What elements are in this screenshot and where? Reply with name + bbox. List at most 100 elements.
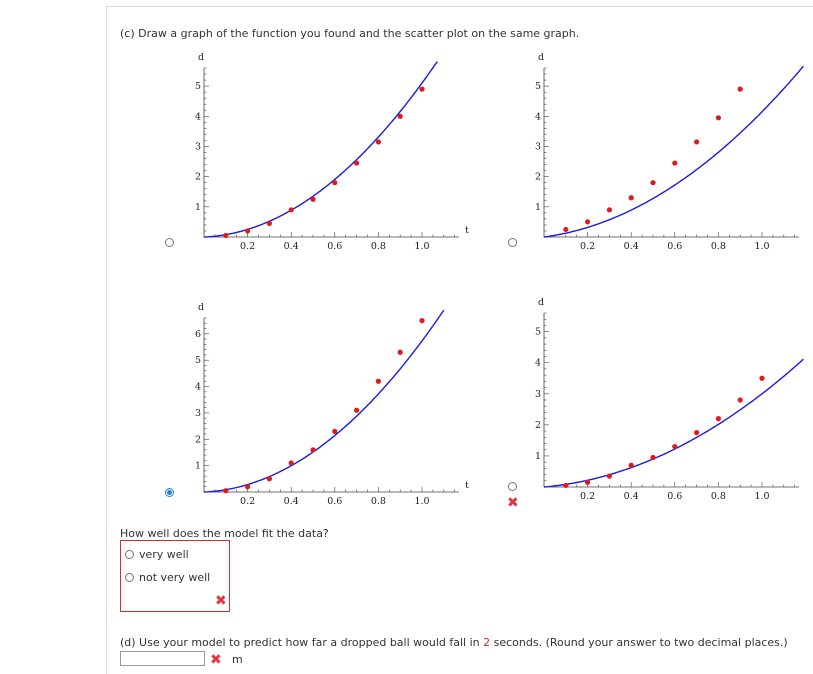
data-point bbox=[419, 86, 425, 92]
y-tick-label: 2 bbox=[195, 172, 201, 183]
data-point bbox=[585, 219, 591, 225]
fit-question-text: How well does the model fit the data? bbox=[120, 527, 329, 540]
y-tick-label: 4 bbox=[195, 111, 201, 122]
radio-very-well[interactable] bbox=[125, 550, 134, 559]
radio-graph-top-right[interactable] bbox=[508, 238, 517, 247]
x-tick-label: 0.6 bbox=[327, 496, 342, 507]
y-tick-label: 2 bbox=[535, 172, 541, 183]
y-tick-label: 4 bbox=[535, 111, 541, 122]
model-curve bbox=[203, 309, 445, 493]
x-tick-label: 0.8 bbox=[711, 491, 726, 502]
graph-top-left: 0.2 0.4 0.6 0.8 1.0 1 2 3 4 5 d t bbox=[195, 52, 469, 252]
data-point bbox=[628, 195, 634, 201]
data-point bbox=[332, 428, 338, 434]
y-tick-label: 1 bbox=[535, 451, 541, 462]
data-point bbox=[310, 196, 316, 202]
data-point bbox=[650, 180, 656, 186]
y-axis-label: d bbox=[538, 52, 544, 63]
option-not-very-well[interactable]: not very well bbox=[125, 571, 210, 584]
x-tick-label: 0.4 bbox=[284, 496, 299, 507]
data-point bbox=[715, 115, 721, 121]
x-axis-label: t bbox=[465, 480, 469, 491]
part-c-text: (c) Draw a graph of the function you fou… bbox=[120, 27, 580, 40]
part-d-highlight: 2 bbox=[483, 636, 491, 649]
data-point bbox=[606, 473, 612, 479]
data-point bbox=[354, 407, 360, 413]
data-point bbox=[694, 430, 700, 436]
y-tick-label: 5 bbox=[535, 81, 541, 92]
data-point bbox=[759, 375, 765, 381]
data-point bbox=[585, 479, 591, 485]
option-very-well[interactable]: very well bbox=[125, 548, 189, 561]
y-tick-label: 1 bbox=[195, 202, 201, 213]
data-point bbox=[672, 160, 678, 166]
data-point bbox=[606, 207, 612, 213]
data-point bbox=[223, 488, 229, 494]
radio-graph-bottom-left[interactable] bbox=[165, 488, 174, 497]
graph-bottom-right: 0.2 0.4 0.6 0.8 1.0 1 2 3 4 5 d bbox=[535, 297, 804, 502]
y-tick-label: 2 bbox=[195, 434, 201, 445]
data-point bbox=[419, 318, 425, 324]
data-point bbox=[715, 416, 721, 422]
y-tick-label: 1 bbox=[535, 202, 541, 213]
data-point bbox=[266, 476, 272, 482]
x-tick-label: 1.0 bbox=[414, 496, 429, 507]
data-point bbox=[332, 180, 338, 186]
y-tick-label: 5 bbox=[195, 81, 201, 92]
y-tick-label: 1 bbox=[195, 461, 201, 472]
x-tick-label: 1.0 bbox=[414, 241, 429, 252]
data-point bbox=[397, 113, 403, 119]
x-tick-label: 0.2 bbox=[240, 496, 255, 507]
x-tick-label: 0.4 bbox=[624, 241, 639, 252]
option-very-well-label: very well bbox=[139, 548, 189, 561]
x-tick-label: 0.6 bbox=[667, 241, 682, 252]
data-point bbox=[397, 349, 403, 355]
y-tick-label: 2 bbox=[535, 420, 541, 431]
x-tick-label: 1.0 bbox=[754, 241, 769, 252]
x-tick-label: 0.6 bbox=[327, 241, 342, 252]
y-tick-label: 3 bbox=[195, 141, 201, 152]
data-point bbox=[245, 228, 251, 234]
data-point bbox=[245, 484, 251, 490]
y-tick-label: 3 bbox=[195, 408, 201, 419]
data-point bbox=[563, 226, 569, 233]
y-tick-label: 3 bbox=[535, 141, 541, 152]
data-point bbox=[375, 139, 381, 145]
data-point bbox=[288, 460, 294, 466]
data-point bbox=[266, 220, 272, 227]
radio-graph-top-left[interactable] bbox=[165, 238, 174, 247]
x-tick-label: 0.6 bbox=[667, 491, 682, 502]
y-tick-label: 5 bbox=[535, 327, 541, 338]
graph-top-right: 0.2 0.4 0.6 0.8 1.0 1 2 3 4 5 d bbox=[535, 52, 804, 252]
answer-error-x-icon: ✖ bbox=[210, 652, 222, 668]
question-frame bbox=[106, 6, 813, 674]
x-tick-label: 0.8 bbox=[371, 241, 386, 252]
x-tick-label: 0.2 bbox=[240, 241, 255, 252]
option-not-very-well-label: not very well bbox=[139, 571, 211, 584]
fit-options-box: very well not very well ✖ bbox=[120, 540, 230, 612]
data-point bbox=[375, 378, 381, 384]
x-tick-label: 0.8 bbox=[711, 241, 726, 252]
data-point bbox=[288, 207, 294, 213]
x-axis-label: t bbox=[465, 225, 469, 236]
fit-error-x-icon: ✖ bbox=[215, 593, 227, 609]
data-point bbox=[563, 482, 569, 489]
data-point bbox=[694, 139, 700, 145]
y-tick-label: 3 bbox=[535, 389, 541, 400]
radio-graph-bottom-right[interactable] bbox=[508, 482, 517, 491]
x-tick-label: 1.0 bbox=[754, 491, 769, 502]
answer-unit: m bbox=[232, 653, 243, 666]
data-point bbox=[737, 86, 743, 92]
answer-input[interactable] bbox=[120, 651, 205, 666]
x-tick-label: 0.2 bbox=[580, 491, 595, 502]
data-point bbox=[737, 397, 743, 403]
y-axis-label: d bbox=[198, 52, 204, 63]
data-point bbox=[223, 232, 229, 239]
x-tick-label: 0.4 bbox=[284, 241, 299, 252]
y-tick-label: 4 bbox=[195, 382, 201, 393]
data-point bbox=[310, 447, 316, 453]
y-axis-label: d bbox=[538, 297, 544, 308]
x-tick-label: 0.4 bbox=[624, 491, 639, 502]
x-tick-label: 0.2 bbox=[580, 241, 595, 252]
radio-not-very-well[interactable] bbox=[125, 573, 134, 582]
